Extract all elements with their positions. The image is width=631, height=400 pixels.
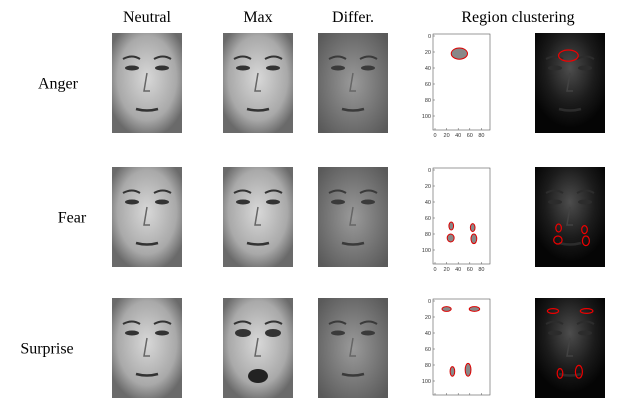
y-tick-label: 20 [425, 184, 431, 190]
face-image [223, 298, 293, 398]
column-header: Differ. [332, 9, 374, 26]
shade [535, 167, 605, 267]
x-tick-label: 60 [467, 267, 473, 273]
eye [155, 200, 169, 205]
image-bg [318, 298, 388, 398]
x-tick-label: 40 [455, 267, 461, 273]
x-tick-label: 20 [444, 267, 450, 273]
cluster [442, 307, 451, 312]
eye [361, 331, 375, 336]
x-tick-label: 0 [433, 267, 436, 273]
cluster [469, 307, 479, 312]
face-image [112, 298, 182, 398]
eye [155, 66, 169, 71]
y-tick-label: 100 [422, 114, 431, 120]
column-header: Neutral [123, 9, 172, 26]
y-tick-label: 40 [425, 66, 431, 72]
cluster [465, 363, 471, 376]
face-image [112, 33, 182, 133]
y-tick-label: 80 [425, 232, 431, 238]
image-bg [318, 33, 388, 133]
eye [331, 331, 345, 336]
eye [235, 329, 251, 337]
x-tick-label: 0 [433, 133, 436, 139]
image-bg [318, 167, 388, 267]
mouth [248, 369, 268, 383]
x-tick-label: 20 [444, 133, 450, 139]
x-tick-label: 80 [478, 267, 484, 273]
x-tick-label: 60 [467, 133, 473, 139]
eye [361, 200, 375, 205]
cluster [447, 234, 454, 242]
eye [331, 66, 345, 71]
face-image [223, 167, 293, 267]
y-tick-label: 60 [425, 82, 431, 88]
face-image [535, 167, 605, 267]
x-tick-label: 40 [455, 133, 461, 139]
y-tick-label: 20 [425, 315, 431, 321]
face-image [223, 33, 293, 133]
cluster [471, 234, 477, 244]
eye [236, 200, 250, 205]
row-label: Surprise [20, 341, 73, 358]
eye [266, 200, 280, 205]
eye [266, 66, 280, 71]
eye [125, 200, 139, 205]
y-tick-label: 100 [422, 248, 431, 254]
image-bg [112, 298, 182, 398]
plot-frame [433, 299, 490, 395]
image-bg [223, 33, 293, 133]
face-image [112, 167, 182, 267]
y-tick-label: 0 [428, 34, 431, 40]
column-header: Max [243, 9, 272, 26]
cluster [450, 367, 455, 377]
eye [125, 66, 139, 71]
face-image [318, 33, 388, 133]
image-bg [223, 167, 293, 267]
face-image [535, 298, 605, 398]
y-tick-label: 80 [425, 363, 431, 369]
eye [331, 200, 345, 205]
face-image [535, 33, 605, 133]
cluster [470, 224, 475, 232]
eye [155, 331, 169, 336]
plot-frame [433, 168, 490, 264]
eye [265, 329, 281, 337]
cluster [451, 48, 467, 59]
image-bg [112, 167, 182, 267]
column-header: Region clustering [461, 9, 574, 26]
shade [535, 33, 605, 133]
y-tick-label: 40 [425, 331, 431, 337]
row-label: Fear [58, 210, 87, 227]
face-image [318, 298, 388, 398]
x-tick-label: 80 [478, 133, 484, 139]
y-tick-label: 40 [425, 200, 431, 206]
y-tick-label: 60 [425, 347, 431, 353]
y-tick-label: 100 [422, 379, 431, 385]
y-tick-label: 60 [425, 216, 431, 222]
y-tick-label: 80 [425, 98, 431, 104]
eye [236, 66, 250, 71]
figure: Neutral Max Differ. Region clustering An… [0, 0, 631, 400]
y-tick-label: 0 [428, 299, 431, 305]
y-tick-label: 20 [425, 50, 431, 56]
y-tick-label: 0 [428, 168, 431, 174]
face-image [318, 167, 388, 267]
row-label: Anger [38, 76, 79, 93]
eye [125, 331, 139, 336]
shade [535, 298, 605, 398]
image-bg [112, 33, 182, 133]
eye [361, 66, 375, 71]
cluster [449, 222, 454, 230]
